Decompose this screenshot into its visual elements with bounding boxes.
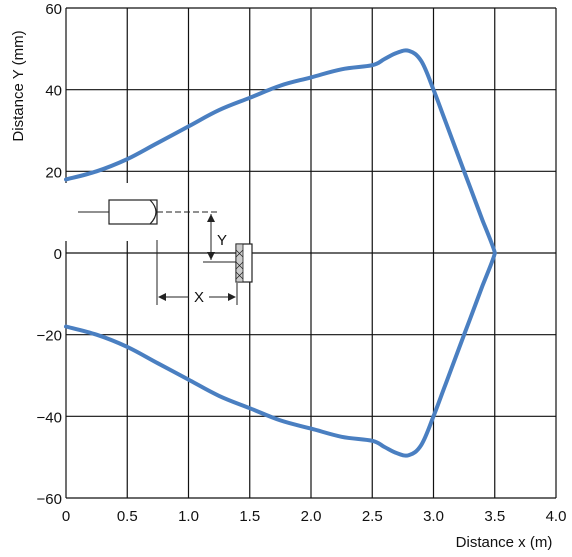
x-axis-label: Distance x (m) [456, 534, 553, 551]
target-hatch [235, 243, 244, 283]
x-tick-label: 0 [62, 508, 70, 525]
x-tick-label: 1.5 [239, 508, 260, 525]
hatch-line [235, 261, 244, 270]
x-tick-label: 0.5 [117, 508, 138, 525]
y-axis-label: Distance Y (mm) [10, 30, 27, 141]
y-tick-label: 20 [45, 164, 62, 181]
x-tick-label: 1.0 [178, 508, 199, 525]
inset-label-x: X [194, 289, 204, 306]
y-tick-label: 40 [45, 83, 62, 100]
x-arrow-right [228, 293, 236, 301]
grid [65, 7, 557, 499]
x-tick-label: 2.0 [301, 508, 322, 525]
y-tick-label: −40 [37, 409, 62, 426]
emitter-lens [149, 199, 157, 225]
y-tick-label: −20 [37, 328, 62, 345]
detection-area-curve [64, 48, 497, 458]
inset-label-y: Y [217, 232, 227, 249]
sensor-diagram: Y X [62, 183, 253, 306]
x-arrow-left [158, 293, 166, 301]
series-group [64, 48, 497, 458]
y-tick-label: −60 [37, 491, 62, 508]
hatch-line [235, 271, 244, 280]
y-tick-label: 0 [54, 246, 62, 263]
x-tick-label: 4.0 [546, 508, 567, 525]
x-tick-label: 3.0 [423, 508, 444, 525]
y-arrow-down [207, 252, 215, 260]
x-tick-label: 2.5 [362, 508, 383, 525]
hatch-line [235, 249, 244, 258]
x-tick-label: 3.5 [484, 508, 505, 525]
emitter-body [108, 199, 158, 225]
y-tick-label: 60 [45, 1, 62, 18]
tick-labels: 0 0.5 1.0 1.5 2.0 2.5 3.0 3.5 4.0 60 40 20 0 −20 −40 −6… [37, 1, 567, 525]
y-arrow-up [207, 214, 215, 222]
